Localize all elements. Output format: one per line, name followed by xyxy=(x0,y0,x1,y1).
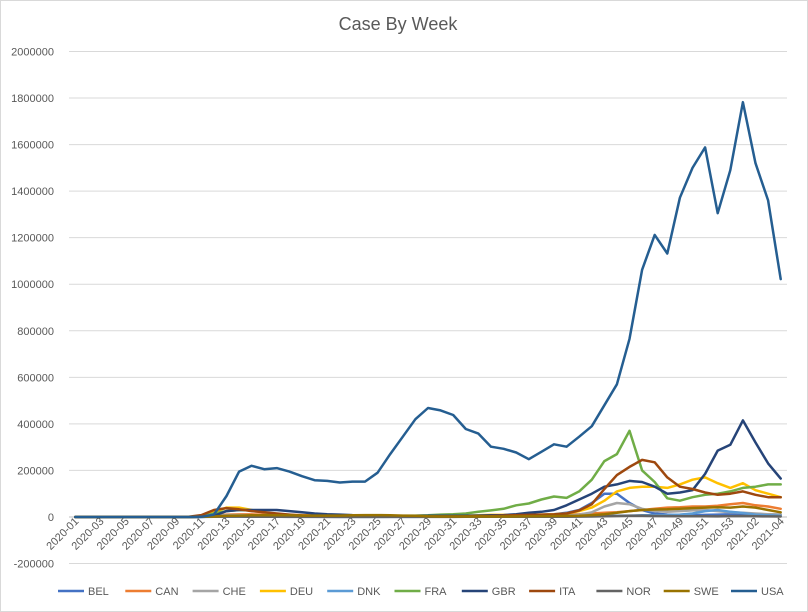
legend-item-gbr: GBR xyxy=(461,586,516,598)
legend: BEL CAN CHE DEU DNK FRA GBR ITA NOR SWE USA xyxy=(58,586,784,598)
y-tick-label: 1400000 xyxy=(11,186,54,198)
legend-label: NOR xyxy=(626,586,651,598)
legend-item-swe: SWE xyxy=(663,586,719,598)
legend-item-nor: NOR xyxy=(596,586,651,598)
y-tick-label: 1000000 xyxy=(11,279,54,291)
legend-label: ITA xyxy=(559,586,576,598)
y-tick-label: 2000000 xyxy=(11,47,54,59)
legend-item-bel: BEL xyxy=(58,586,109,598)
y-tick-label: 1600000 xyxy=(11,140,54,152)
legend-label: GBR xyxy=(492,586,516,598)
y-tick-label: 1200000 xyxy=(11,233,54,245)
series-line-usa xyxy=(74,100,782,519)
series-lines xyxy=(74,100,782,519)
legend-item-can: CAN xyxy=(125,586,179,598)
y-tick-label: 0 xyxy=(48,512,54,524)
x-axis-ticks: 2020-012020-032020-052020-072020-092020-… xyxy=(44,516,787,553)
legend-label: CAN xyxy=(155,586,178,598)
legend-label: SWE xyxy=(694,586,719,598)
series-line-fra xyxy=(74,429,782,519)
legend-item-ita: ITA xyxy=(529,586,576,598)
y-tick-label: 200000 xyxy=(17,465,54,477)
y-tick-label: 600000 xyxy=(17,372,54,384)
legend-item-fra: FRA xyxy=(394,586,448,598)
legend-label: DNK xyxy=(357,586,381,598)
series-line-gbr xyxy=(74,419,782,519)
legend-label: USA xyxy=(761,586,784,598)
legend-item-dnk: DNK xyxy=(327,586,381,598)
chart-title: Case By Week xyxy=(339,14,459,34)
y-tick-label: -200000 xyxy=(14,559,54,571)
series-line-bel xyxy=(74,492,782,519)
legend-label: DEU xyxy=(290,586,313,598)
legend-item-usa: USA xyxy=(731,586,784,598)
legend-label: BEL xyxy=(88,586,109,598)
y-tick-label: 1800000 xyxy=(11,93,54,105)
legend-item-deu: DEU xyxy=(259,586,313,598)
y-axis-ticks: -200000 0 200000 400000 600000 800000 1000000 1… xyxy=(11,47,54,571)
legend-label: FRA xyxy=(425,586,448,598)
y-tick-label: 400000 xyxy=(17,419,54,431)
legend-label: CHE xyxy=(223,586,246,598)
legend-item-che: CHE xyxy=(192,586,246,598)
y-tick-label: 800000 xyxy=(17,326,54,338)
